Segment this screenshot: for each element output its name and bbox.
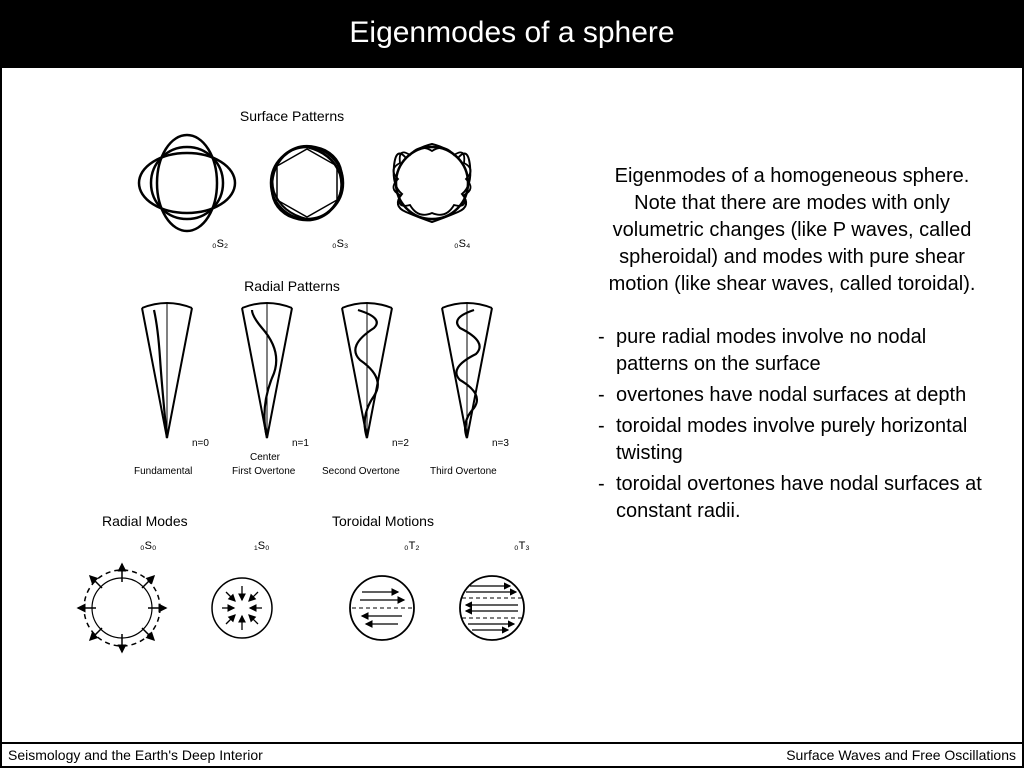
footer-bar: Seismology and the Earth's Deep Interior… [0,744,1024,768]
bullet-list: pure radial modes involve no nodal patte… [592,324,992,525]
bullet-2: overtones have nodal surfaces at depth [598,382,992,409]
radial-modes-label: Radial Modes [102,513,262,529]
label-s2: ₀S₂ [212,238,228,250]
label-s4: ₀S₄ [454,238,470,250]
fundamental: Fundamental [134,466,192,477]
content-frame: Surface Patterns ₀S₂ ₀S₃ ₀S₄ [0,66,1024,744]
text-area: Eigenmodes of a homogeneous sphere. Note… [592,163,992,529]
n1: n=1 [292,438,309,449]
radial-patterns-label: Radial Patterns [182,278,402,294]
bullet-4: toroidal overtones have nodal surfaces a… [598,471,992,525]
n0: n=0 [192,438,209,449]
footer-right: Surface Waves and Free Oscillations [786,747,1016,763]
center-label: Center [250,452,280,463]
label-0t2: ₀T₂ [404,540,420,552]
label-1s0: ₁S₀ [254,540,270,552]
label-0s0: ₀S₀ [140,540,156,552]
label-s3: ₀S₃ [332,238,348,250]
footer-left: Seismology and the Earth's Deep Interior [8,747,263,763]
diagram-area: Surface Patterns ₀S₂ ₀S₃ ₀S₄ [22,108,562,708]
page-title: Eigenmodes of a sphere [349,16,674,50]
first-overtone: First Overtone [232,466,295,477]
intro-paragraph: Eigenmodes of a homogeneous sphere. Note… [592,163,992,298]
n2: n=2 [392,438,409,449]
bullet-3: toroidal modes involve purely horizontal… [598,413,992,467]
toroidal-motions-label: Toroidal Motions [332,513,512,529]
label-0t3: ₀T₃ [514,540,530,552]
bullet-1: pure radial modes involve no nodal patte… [598,324,992,378]
surface-patterns-label: Surface Patterns [182,108,402,124]
radial-patterns-svg [112,298,552,478]
third-overtone: Third Overtone [430,466,497,477]
n3: n=3 [492,438,509,449]
bottom-modes-svg [62,538,582,658]
header-bar: Eigenmodes of a sphere [0,0,1024,66]
second-overtone: Second Overtone [322,466,400,477]
